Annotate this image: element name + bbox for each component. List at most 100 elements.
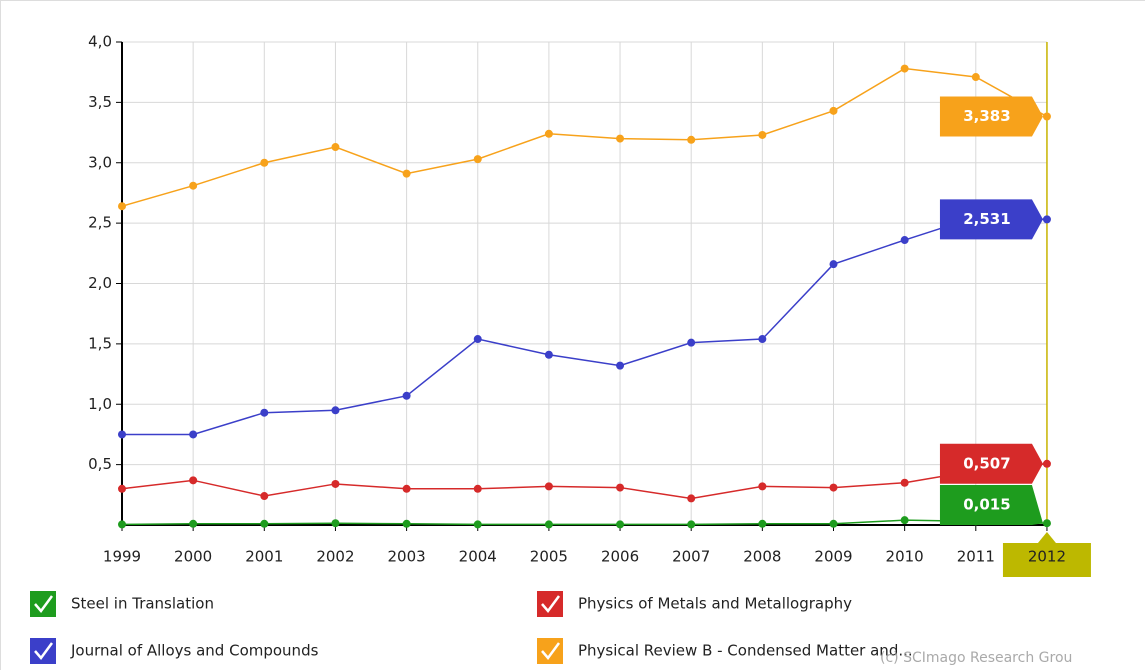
point (473, 335, 482, 344)
point (1042, 112, 1051, 121)
credit: (c) SCImago Research Grou (880, 650, 1072, 666)
point (616, 134, 625, 143)
point (402, 391, 411, 400)
point (687, 494, 696, 503)
point (1042, 459, 1051, 468)
point (544, 129, 553, 138)
y-tick-label: 3,0 (88, 153, 112, 171)
y-tick-label: 1,0 (88, 395, 112, 413)
point (118, 202, 126, 211)
x-tick-label: 2009 (814, 548, 852, 566)
point (544, 520, 553, 529)
value-label: 0,507 (963, 454, 1010, 472)
point (331, 143, 340, 152)
legend-label: Steel in Translation (71, 595, 214, 613)
point (829, 106, 838, 115)
point (473, 155, 482, 164)
x-tick-label: 2001 (245, 548, 283, 566)
x-tick-label: 2003 (388, 548, 426, 566)
x-tick-label: 2011 (957, 548, 995, 566)
legend-check (34, 642, 54, 661)
point (473, 484, 482, 493)
x-tick-label: 2002 (316, 548, 354, 566)
point (118, 484, 126, 493)
value-label-box (939, 96, 1043, 137)
point (189, 476, 198, 485)
point (1042, 215, 1051, 224)
x-tick-label: 2000 (174, 548, 212, 566)
legend-label: Physics of Metals and Metallography (578, 595, 852, 613)
legend-label: Physical Review B - Condensed Matter and… (578, 642, 913, 660)
y-tick-label: 3,5 (88, 93, 112, 111)
highlight-box (1002, 543, 1091, 577)
point (118, 430, 126, 439)
legend-check (541, 595, 561, 614)
value-label-box (939, 485, 1043, 525)
point (189, 430, 198, 439)
x-tick-label: 2006 (601, 548, 639, 566)
series-line (121, 463, 1048, 500)
y-tick-label: 4,0 (88, 33, 112, 51)
point (616, 483, 625, 492)
point (331, 479, 340, 488)
x-tick-label: 2005 (530, 548, 568, 566)
value-label: 2,531 (963, 210, 1010, 228)
legend-check (34, 595, 54, 614)
point (900, 64, 909, 73)
point (829, 519, 838, 528)
series-line (122, 216, 1047, 436)
point (758, 335, 767, 344)
point (402, 169, 411, 178)
value-label-box (939, 443, 1043, 484)
y-tick-label: 2,5 (88, 214, 112, 232)
legend-checkbox[interactable] (537, 591, 563, 617)
highlight-pointer (1037, 532, 1056, 543)
legend-label: Journal of Alloys and Compounds (70, 642, 319, 660)
value-label: 3,383 (963, 107, 1010, 125)
point (616, 361, 625, 370)
point (1042, 519, 1051, 528)
point (758, 482, 767, 491)
point (189, 519, 198, 528)
x-tick-label: 2007 (672, 548, 710, 566)
x-tick-label: 2010 (886, 548, 924, 566)
point (687, 520, 696, 529)
legend-checkbox[interactable] (30, 591, 56, 617)
y-tick-label: 0,5 (88, 455, 112, 473)
point (758, 519, 767, 528)
point (616, 520, 625, 529)
point (189, 181, 198, 190)
point (473, 520, 482, 529)
point (758, 130, 767, 139)
value-label: 0,015 (963, 496, 1010, 514)
point (687, 338, 696, 347)
point (900, 478, 909, 487)
point (331, 406, 340, 415)
point (118, 520, 126, 529)
point (402, 484, 411, 493)
point (829, 483, 838, 492)
x-tick-label: 2012 (1028, 548, 1066, 566)
point (971, 73, 980, 82)
legend-check (541, 642, 561, 661)
legend-checkbox[interactable] (30, 638, 56, 664)
value-label-box (939, 199, 1043, 240)
x-tick-label: 2008 (743, 548, 781, 566)
point (260, 158, 269, 167)
legend-checkbox[interactable] (537, 638, 563, 664)
point (402, 519, 411, 528)
point (260, 519, 269, 528)
x-tick-label: 1999 (103, 548, 141, 566)
point (829, 260, 838, 269)
x-tick-label: 2004 (459, 548, 497, 566)
point (900, 516, 909, 525)
y-tick-label: 1,5 (88, 334, 112, 352)
point (260, 492, 269, 501)
point (544, 482, 553, 491)
point (544, 350, 553, 359)
point (900, 236, 909, 245)
point (331, 519, 340, 528)
point (260, 408, 269, 417)
